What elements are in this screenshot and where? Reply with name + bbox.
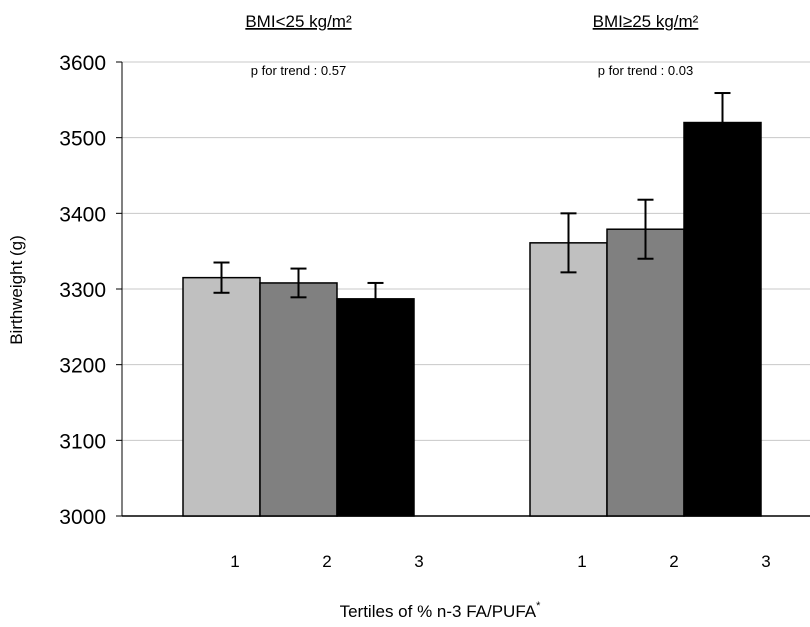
y-tick-label: 3400 xyxy=(59,203,106,226)
y-axis: 3000 3100 3200 3300 3400 3500 3600 xyxy=(59,52,810,529)
p-trend-annotation: p for trend : 0.57 xyxy=(251,63,346,78)
bar xyxy=(182,276,261,517)
x-tick-label: 1 xyxy=(577,552,586,571)
bar xyxy=(606,228,685,517)
y-tick-label: 3300 xyxy=(59,279,106,302)
y-tick-label: 3000 xyxy=(59,506,106,529)
y-tick-label: 3100 xyxy=(59,430,106,453)
y-tick-label: 3600 xyxy=(59,52,106,75)
bar xyxy=(336,298,415,517)
bars xyxy=(182,92,762,517)
y-tick-label: 3200 xyxy=(59,355,106,378)
x-tick-label: 3 xyxy=(761,552,770,571)
x-tick-label: 2 xyxy=(322,552,331,571)
x-axis-title-text: Tertiles of % n-3 FA/PUFA xyxy=(340,602,537,621)
group-titles: BMI<25 kg/m² p for trend : 0.57 BMI≥25 kg/… xyxy=(245,12,698,78)
x-axis-title: Tertiles of % n-3 FA/PUFA* xyxy=(340,600,542,621)
x-tick-label: 1 xyxy=(230,552,239,571)
x-tick-labels: 1 2 3 1 2 3 xyxy=(230,552,770,571)
y-axis-title: Birthweight (g) xyxy=(7,235,26,345)
x-tick-label: 3 xyxy=(414,552,423,571)
group-title: BMI≥25 kg/m² xyxy=(593,12,699,31)
group-title: BMI<25 kg/m² xyxy=(245,12,352,31)
p-trend-annotation: p for trend : 0.03 xyxy=(598,63,693,78)
x-tick-label: 2 xyxy=(669,552,678,571)
bar xyxy=(529,242,608,517)
x-axis-title-superscript: * xyxy=(536,600,541,612)
y-tick-label: 3500 xyxy=(59,128,106,151)
bar xyxy=(683,121,762,517)
bar xyxy=(259,282,338,517)
